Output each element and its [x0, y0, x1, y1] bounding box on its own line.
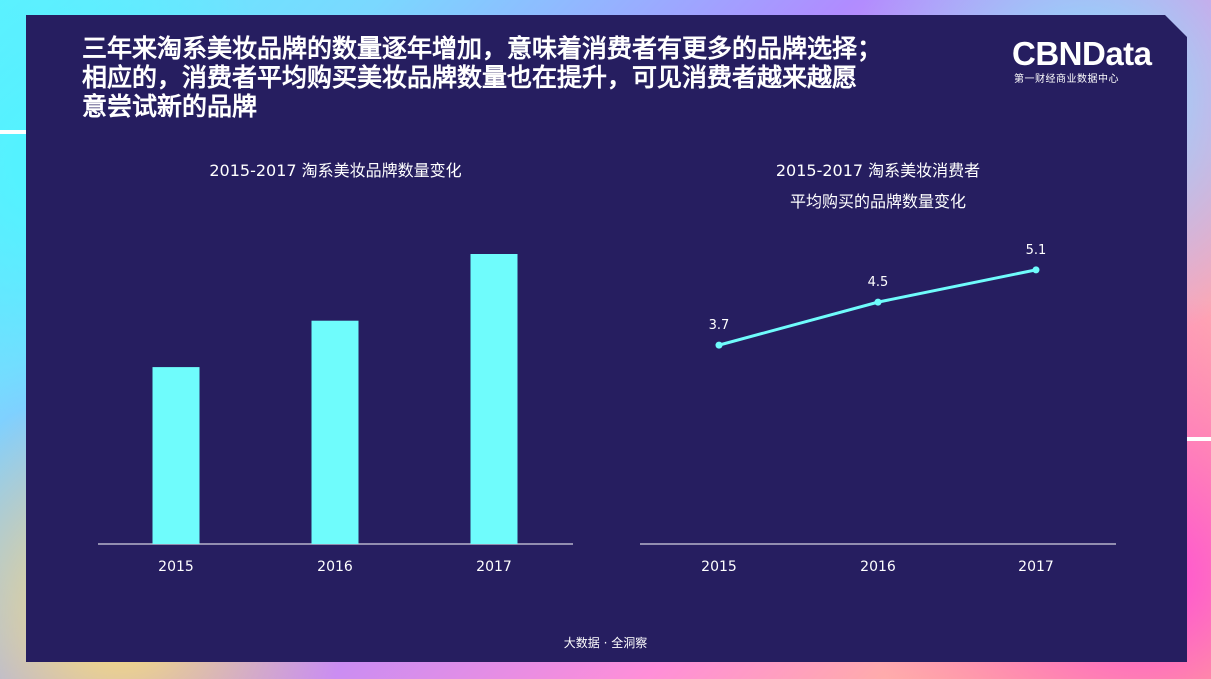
- bar-2016: [311, 320, 359, 544]
- line-point-2016: [874, 298, 882, 306]
- decor-line-right: [1187, 437, 1211, 441]
- line-tick-label-2015: 2015: [701, 559, 737, 575]
- line-point-2015: [715, 341, 723, 349]
- line-point-2017: [1032, 266, 1040, 274]
- headline-line-3: 意尝试新的品牌: [82, 92, 258, 121]
- logo-subtitle: 第一财经商业数据中心: [1014, 74, 1119, 85]
- headline-line-2: 相应的，消费者平均购买美妆品牌数量也在提升，可见消费者越来越愿: [82, 63, 858, 92]
- footer-tagline: 大数据 · 全洞察: [563, 636, 648, 650]
- bar-tick-label-2016: 2016: [317, 559, 353, 575]
- line-chart-title-line-1: 2015-2017 淘系美妆消费者: [775, 161, 981, 180]
- line-tick-label-2016: 2016: [860, 559, 896, 575]
- bar-tick-label-2017: 2017: [476, 559, 512, 575]
- line-data-label-2017: 5.1: [1026, 243, 1047, 258]
- headline-line-1: 三年来淘系美妆品牌的数量逐年增加，意味着消费者有更多的品牌选择；: [82, 34, 883, 63]
- bar-chart-title: 2015-2017 淘系美妆品牌数量变化: [209, 161, 462, 180]
- line-tick-label-2017: 2017: [1018, 559, 1054, 575]
- bar-tick-label-2015: 2015: [158, 559, 194, 575]
- cbndata-logo: CBNData 第一财经商业数据中心: [1012, 35, 1152, 86]
- line-chart-title: 2015-2017 淘系美妆消费者 平均购买的品牌数量变化: [640, 155, 1116, 217]
- line-data-label-2016: 4.5: [868, 275, 889, 290]
- bar-2017: [470, 254, 518, 544]
- headline: 三年来淘系美妆品牌的数量逐年增加，意味着消费者有更多的品牌选择； 相应的，消费者…: [82, 34, 982, 121]
- line-data-label-2015: 3.7: [709, 318, 730, 333]
- main-panel: [26, 15, 1187, 662]
- line-chart-title-line-2: 平均购买的品牌数量变化: [789, 192, 966, 211]
- decor-line-left: [0, 130, 26, 134]
- logo-wordmark: CBNData: [1012, 35, 1152, 72]
- bar-2015: [152, 367, 200, 544]
